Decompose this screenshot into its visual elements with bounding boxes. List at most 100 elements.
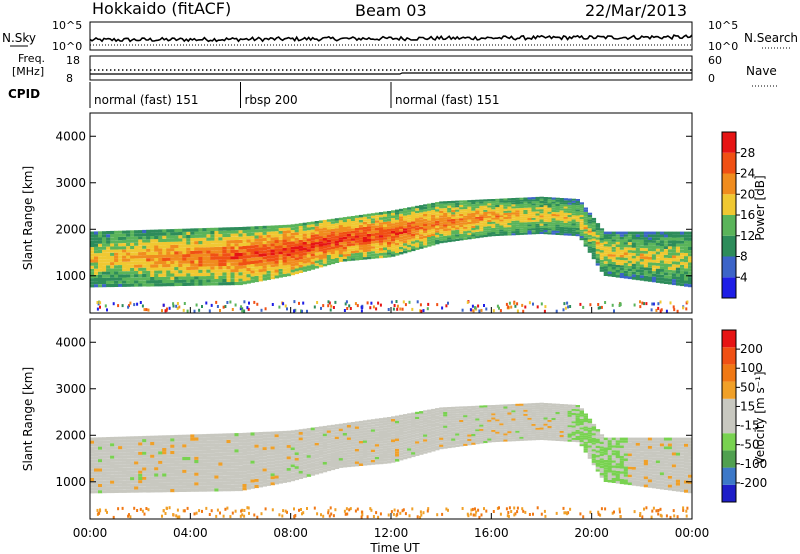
power-cell bbox=[675, 231, 681, 235]
power-cell bbox=[567, 233, 572, 236]
power-cell bbox=[294, 254, 300, 258]
velocity-cell bbox=[487, 430, 492, 433]
power-cell bbox=[591, 227, 597, 230]
power-cell bbox=[623, 260, 629, 263]
power-cell bbox=[643, 245, 649, 249]
power-colorbar-cell bbox=[722, 152, 736, 174]
power-cell bbox=[604, 301, 607, 304]
power-cell bbox=[639, 264, 645, 268]
power-cell bbox=[469, 308, 472, 312]
velocity-cell bbox=[102, 465, 107, 469]
velocity-cell bbox=[499, 421, 504, 424]
power-cell bbox=[238, 262, 243, 266]
power-cell bbox=[527, 213, 532, 216]
power-cell bbox=[395, 214, 400, 218]
velocity-cell bbox=[90, 474, 95, 478]
power-cell bbox=[587, 217, 593, 220]
velocity-cell bbox=[202, 440, 207, 444]
velocity-cell bbox=[174, 466, 179, 470]
power-cell bbox=[264, 307, 267, 311]
velocity-cell bbox=[495, 421, 500, 424]
power-cell bbox=[688, 256, 693, 260]
power-cell bbox=[503, 221, 508, 224]
power-cell bbox=[383, 247, 388, 251]
power-cell bbox=[499, 231, 504, 234]
power-cell bbox=[391, 251, 396, 255]
velocity-cell bbox=[234, 458, 239, 463]
velocity-cell bbox=[166, 438, 171, 442]
velocity-cell bbox=[483, 424, 488, 427]
power-cell bbox=[262, 259, 267, 263]
power-cell bbox=[206, 256, 211, 260]
power-cell bbox=[599, 254, 605, 258]
power-cell bbox=[543, 199, 548, 202]
velocity-cell bbox=[94, 459, 99, 463]
velocity-cell bbox=[90, 481, 95, 485]
power-cell bbox=[222, 256, 227, 260]
velocity-cell bbox=[146, 483, 151, 487]
power-cell bbox=[571, 207, 576, 210]
velocity-cell bbox=[146, 464, 151, 468]
velocity-cell bbox=[306, 457, 312, 461]
power-cell bbox=[595, 244, 601, 247]
power-cell bbox=[667, 269, 673, 273]
power-cell bbox=[427, 208, 432, 211]
velocity-cell bbox=[294, 441, 300, 444]
power-cell bbox=[326, 237, 332, 240]
power-cell bbox=[447, 235, 452, 238]
power-cell bbox=[684, 237, 689, 241]
power-cell bbox=[547, 232, 552, 235]
power-cell bbox=[415, 213, 420, 216]
power-cell bbox=[495, 200, 500, 203]
power-cell bbox=[423, 216, 428, 219]
power-cell bbox=[322, 219, 328, 223]
velocity-cell bbox=[459, 442, 464, 445]
velocity-cell bbox=[110, 490, 115, 494]
velocity-cell bbox=[106, 483, 111, 487]
velocity-cell bbox=[110, 452, 115, 456]
power-cell bbox=[483, 199, 488, 202]
power-cell bbox=[90, 278, 95, 282]
velocity-cell bbox=[507, 422, 512, 425]
power-cell bbox=[611, 241, 617, 245]
power-cell bbox=[479, 233, 484, 236]
power-cell bbox=[579, 212, 584, 215]
velocity-cell bbox=[302, 442, 308, 445]
velocity-cell bbox=[170, 463, 175, 467]
power-cell bbox=[475, 216, 480, 219]
power-cell bbox=[98, 256, 103, 260]
velocity-cell bbox=[278, 434, 283, 437]
velocity-cell bbox=[435, 429, 440, 432]
power-cell bbox=[302, 250, 308, 253]
power-cell bbox=[362, 219, 368, 222]
power-cell bbox=[387, 229, 392, 232]
velocity-cell bbox=[527, 426, 532, 429]
velocity-cell bbox=[411, 434, 416, 438]
power-cell bbox=[395, 227, 400, 230]
power-cell bbox=[222, 275, 227, 279]
power-cell bbox=[575, 207, 580, 210]
power-cell bbox=[411, 218, 416, 222]
velocity-cell bbox=[399, 447, 404, 451]
power-cell bbox=[318, 254, 324, 257]
power-cell bbox=[346, 226, 352, 229]
power-cell bbox=[627, 255, 633, 258]
velocity-cell bbox=[483, 413, 488, 416]
power-cell bbox=[354, 250, 360, 253]
velocity-cell bbox=[106, 486, 111, 490]
power-cell bbox=[387, 241, 392, 245]
power-cell bbox=[563, 216, 568, 219]
velocity-cell bbox=[230, 481, 235, 485]
power-cell bbox=[314, 221, 320, 224]
power-cell bbox=[274, 275, 279, 279]
power-cell bbox=[226, 269, 231, 273]
power-cell bbox=[270, 237, 275, 241]
velocity-cell bbox=[475, 420, 480, 423]
power-cell bbox=[684, 246, 689, 250]
power-cell bbox=[126, 271, 131, 275]
power-cell bbox=[362, 257, 368, 260]
velocity-cell bbox=[379, 425, 384, 429]
velocity-cell bbox=[134, 439, 139, 443]
power-cell bbox=[286, 250, 292, 254]
power-cell bbox=[130, 246, 135, 250]
